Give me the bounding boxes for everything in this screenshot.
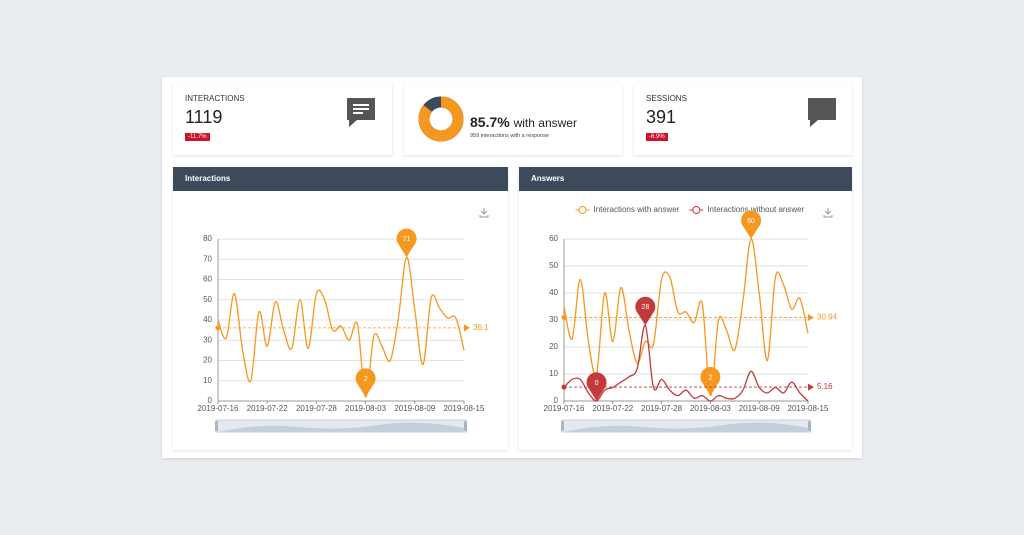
- panel: Interactions 0 10 20 30 40 50 60 70 80 2019-07-16…: [173, 167, 508, 450]
- pin-label: 0: [595, 380, 599, 387]
- y-tick-label: 30: [203, 335, 212, 344]
- y-tick-label: 50: [203, 295, 212, 304]
- chat-icon: [808, 98, 836, 127]
- panel-title: Answers: [519, 167, 852, 191]
- x-tick-label: 2019-07-22: [592, 404, 633, 413]
- y-tick-label: 70: [203, 254, 212, 263]
- x-tick-label: 2019-08-15: [788, 404, 829, 413]
- average-start: [561, 384, 567, 390]
- pin: [635, 296, 656, 326]
- kpi-change: -6.9%: [646, 133, 668, 141]
- x-tick-label: 2019-07-22: [247, 404, 288, 413]
- download-icon[interactable]: [823, 208, 833, 218]
- series-line: [563, 238, 809, 397]
- zoom-handle[interactable]: [215, 421, 218, 431]
- pin-label: 28: [641, 304, 649, 311]
- zoom-handle[interactable]: [561, 421, 564, 431]
- panel-title: Interactions: [173, 167, 508, 191]
- pin-label: 60: [747, 218, 755, 225]
- zoom-shadow: [564, 422, 808, 432]
- y-tick-label: 20: [549, 342, 558, 351]
- x-tick-label: 2019-08-09: [394, 404, 435, 413]
- pin: [355, 368, 376, 397]
- x-tick-label: 2019-07-28: [296, 404, 337, 413]
- chart: 0 10 20 30 40 50 60 70 80 2019-07-16 2019-07-22 201…: [198, 208, 489, 433]
- y-tick-label: 40: [549, 288, 558, 297]
- legend-label[interactable]: Interactions without answer: [707, 205, 804, 214]
- kpi-headline: 85.7% with answer: [470, 114, 577, 130]
- x-tick-label: 2019-08-03: [690, 404, 731, 413]
- x-tick-label: 2019-07-16: [544, 404, 585, 413]
- donut: [418, 96, 464, 142]
- pin-label: 71: [403, 236, 411, 243]
- pin-label: 2: [364, 376, 368, 383]
- average-label: 5.16: [817, 382, 833, 391]
- y-tick-label: 40: [203, 315, 212, 324]
- legend-marker: [578, 206, 587, 214]
- kpi-percent: 85.7%: [470, 114, 510, 130]
- kpi-label: INTERACTIONS: [185, 94, 245, 103]
- kpi-label: SESSIONS: [646, 94, 687, 103]
- y-tick-label: 0: [208, 396, 213, 405]
- kpi-change: -11.7%: [185, 133, 210, 141]
- legend-marker: [692, 206, 701, 214]
- series-line: [217, 256, 465, 398]
- zoom-handle[interactable]: [808, 421, 811, 431]
- y-tick-label: 60: [549, 234, 558, 243]
- y-tick-label: 50: [549, 261, 558, 270]
- kpi-text: with answer: [513, 116, 577, 130]
- kpi-value: 391: [646, 107, 677, 127]
- legend-label[interactable]: Interactions with answer: [594, 205, 680, 214]
- pin-label: 2: [708, 374, 712, 381]
- kpi-card: INTERACTIONS 1119 -11.7%: [173, 84, 392, 155]
- average-label: 36.1: [473, 323, 489, 332]
- y-tick-label: 30: [549, 315, 558, 324]
- donut-arc: [418, 96, 464, 142]
- download-icon[interactable]: [479, 208, 489, 218]
- pin: [586, 372, 607, 401]
- y-tick-label: 20: [203, 356, 212, 365]
- x-tick-label: 2019-07-16: [198, 404, 239, 413]
- x-tick-label: 2019-07-28: [641, 404, 682, 413]
- x-tick-label: 2019-08-03: [345, 404, 386, 413]
- kpi-card: SESSIONS 391 -6.9%: [634, 84, 852, 155]
- y-tick-label: 10: [549, 369, 558, 378]
- x-tick-label: 2019-08-15: [444, 404, 485, 413]
- pin: [700, 366, 721, 396]
- chat-icon: [347, 98, 375, 127]
- series-line: [563, 324, 809, 402]
- y-tick-label: 80: [203, 234, 212, 243]
- pin: [396, 228, 417, 258]
- panel: Answers 0 10 20 30 40 50 60 2019-07-16 2019-07-2…: [519, 167, 852, 450]
- zoom-handle[interactable]: [464, 421, 467, 431]
- average-arrow: [464, 324, 470, 332]
- average-arrow: [808, 383, 814, 391]
- zoom-shadow: [218, 422, 464, 432]
- kpi-value: 1119: [185, 107, 223, 127]
- average-start: [215, 325, 221, 331]
- kpi-note: 959 interactions with a response: [470, 133, 549, 139]
- y-tick-label: 10: [203, 376, 212, 385]
- y-tick-label: 0: [554, 396, 559, 405]
- x-tick-label: 2019-08-09: [739, 404, 780, 413]
- y-tick-label: 60: [203, 275, 212, 284]
- average-label: 30.94: [817, 313, 838, 322]
- pin: [741, 210, 762, 239]
- kpi-card: 85.7% with answer 959 interactions with …: [404, 84, 622, 155]
- average-arrow: [808, 313, 814, 321]
- average-start: [561, 314, 567, 320]
